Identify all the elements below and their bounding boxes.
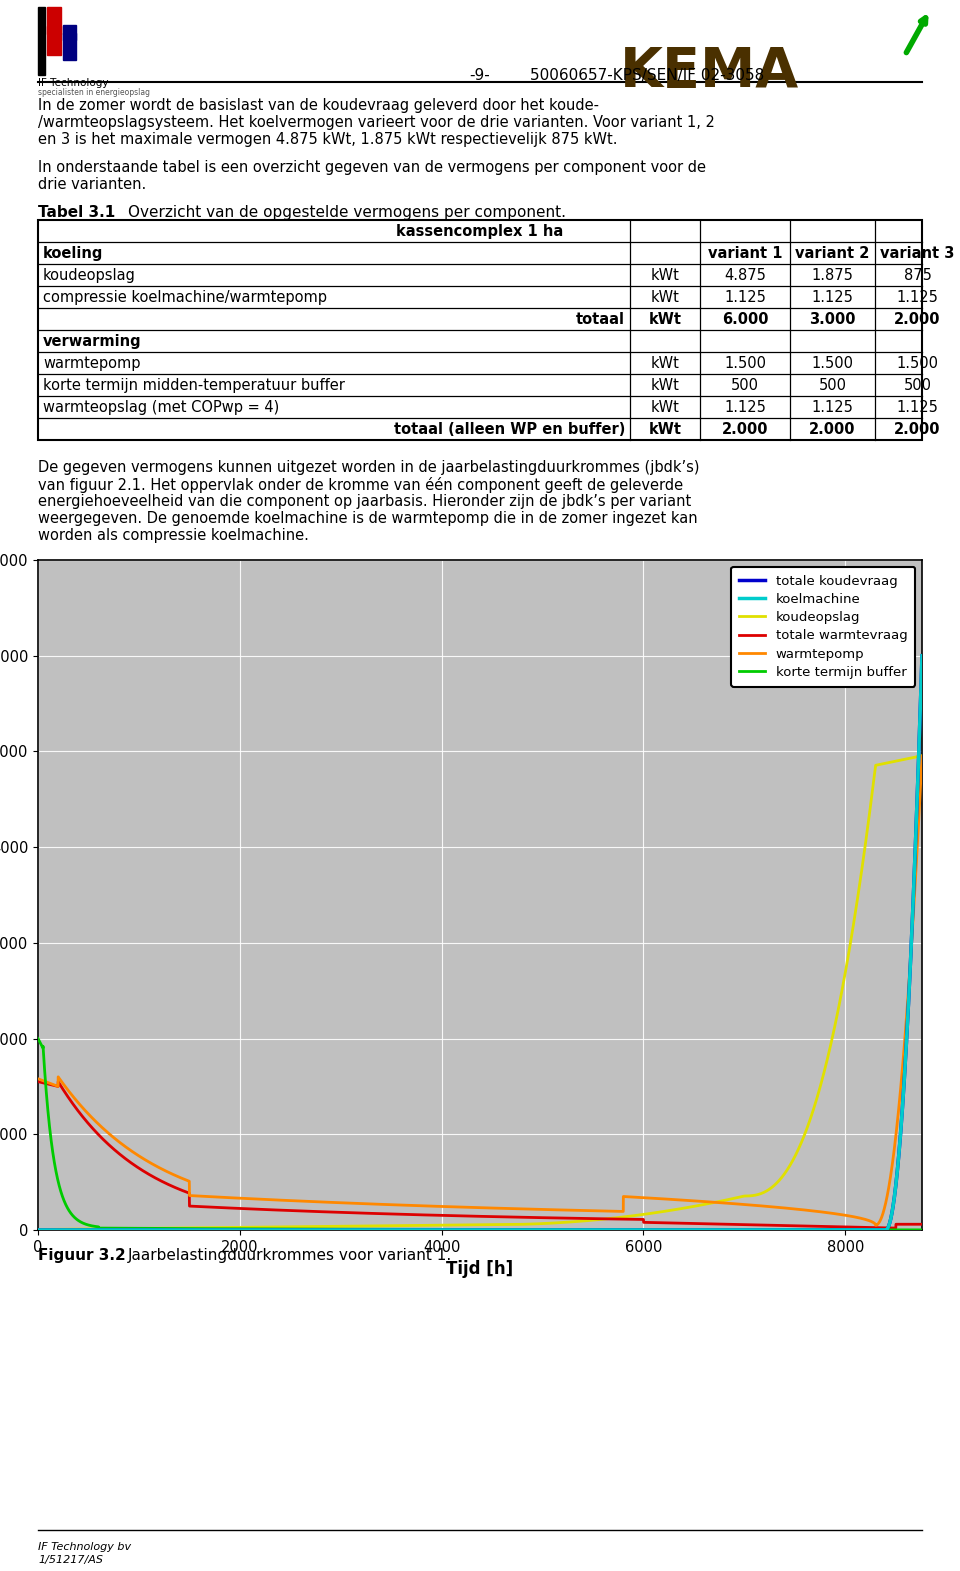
Text: In onderstaande tabel is een overzicht gegeven van de vermogens per component vo: In onderstaande tabel is een overzicht g… — [38, 160, 706, 174]
Text: 1.125: 1.125 — [897, 289, 939, 305]
Text: kWt: kWt — [651, 377, 680, 393]
Text: variant 1: variant 1 — [708, 245, 782, 261]
Text: weergegeven. De genoemde koelmachine is de warmtepomp die in de zomer ingezet ka: weergegeven. De genoemde koelmachine is … — [38, 511, 698, 526]
Text: IF Technology: IF Technology — [38, 79, 108, 88]
Text: 1.500: 1.500 — [897, 355, 939, 371]
Text: 1.125: 1.125 — [811, 289, 853, 305]
Text: kWt: kWt — [649, 421, 682, 437]
Text: warmteopslag (met COPwp = 4): warmteopslag (met COPwp = 4) — [43, 399, 279, 415]
Text: 1.500: 1.500 — [811, 355, 853, 371]
Text: Overzicht van de opgestelde vermogens per component.: Overzicht van de opgestelde vermogens pe… — [128, 204, 566, 220]
Text: 500: 500 — [903, 377, 931, 393]
Text: warmtepomp: warmtepomp — [43, 355, 140, 371]
Text: KEMA: KEMA — [620, 46, 800, 99]
Text: De gegeven vermogens kunnen uitgezet worden in de jaarbelastingduurkrommes (jbdk: De gegeven vermogens kunnen uitgezet wor… — [38, 460, 700, 474]
Text: In de zomer wordt de basislast van de koudevraag geleverd door het koude-: In de zomer wordt de basislast van de ko… — [38, 97, 599, 113]
Text: kWt: kWt — [649, 311, 682, 327]
Text: kWt: kWt — [651, 355, 680, 371]
Text: kWt: kWt — [651, 399, 680, 415]
Text: IF Technology bv: IF Technology bv — [38, 1543, 132, 1552]
X-axis label: Tijd [h]: Tijd [h] — [446, 1260, 514, 1279]
Text: koudeopslag: koudeopslag — [43, 267, 136, 283]
Text: en 3 is het maximale vermogen 4.875 kWt, 1.875 kWt respectievelijk 875 kWt.: en 3 is het maximale vermogen 4.875 kWt,… — [38, 132, 617, 148]
Text: Figuur 3.2: Figuur 3.2 — [38, 1247, 126, 1263]
Text: korte termijn midden-temperatuur buffer: korte termijn midden-temperatuur buffer — [43, 377, 345, 393]
Text: drie varianten.: drie varianten. — [38, 178, 146, 192]
Text: specialisten in energieopslag: specialisten in energieopslag — [38, 88, 150, 97]
Text: 1.500: 1.500 — [724, 355, 766, 371]
Text: 1.125: 1.125 — [724, 289, 766, 305]
Text: kassencomplex 1 ha: kassencomplex 1 ha — [396, 223, 564, 239]
Text: 4.875: 4.875 — [724, 267, 766, 283]
Text: 2.000: 2.000 — [895, 311, 941, 327]
Text: kWt: kWt — [651, 267, 680, 283]
Text: variant 3: variant 3 — [880, 245, 954, 261]
Text: 6.000: 6.000 — [722, 311, 768, 327]
Text: Jaarbelastingduurkrommes voor variant 1.: Jaarbelastingduurkrommes voor variant 1. — [128, 1247, 452, 1263]
Text: compressie koelmachine/warmtepomp: compressie koelmachine/warmtepomp — [43, 289, 327, 305]
Bar — [47, 27, 61, 35]
Text: 50060657-KPS/SEN/IF 02-3058: 50060657-KPS/SEN/IF 02-3058 — [530, 68, 764, 83]
Text: 3.000: 3.000 — [809, 311, 855, 327]
Text: verwarming: verwarming — [43, 333, 142, 349]
Legend: totale koudevraag, koelmachine, koudeopslag, totale warmtevraag, warmtepomp, kor: totale koudevraag, koelmachine, koudeops… — [731, 567, 916, 687]
Text: 1.125: 1.125 — [897, 399, 939, 415]
Text: /warmteopslagsysteem. Het koelvermogen varieert voor de drie varianten. Voor var: /warmteopslagsysteem. Het koelvermogen v… — [38, 115, 715, 130]
Text: worden als compressie koelmachine.: worden als compressie koelmachine. — [38, 528, 309, 544]
Text: totaal: totaal — [576, 311, 625, 327]
Text: variant 2: variant 2 — [795, 245, 870, 261]
Text: 500: 500 — [731, 377, 759, 393]
Text: 1.875: 1.875 — [811, 267, 853, 283]
Bar — [63, 25, 76, 60]
Text: koeling: koeling — [43, 245, 104, 261]
Text: 2.000: 2.000 — [809, 421, 855, 437]
Text: 875: 875 — [903, 267, 931, 283]
Bar — [63, 33, 76, 39]
Text: van figuur 2.1. Het oppervlak onder de kromme van één component geeft de gelever: van figuur 2.1. Het oppervlak onder de k… — [38, 478, 684, 493]
Text: kWt: kWt — [651, 289, 680, 305]
Text: energiehoeveelheid van die component op jaarbasis. Hieronder zijn de jbdk’s per : energiehoeveelheid van die component op … — [38, 493, 691, 509]
Text: 1.125: 1.125 — [811, 399, 853, 415]
Text: totaal (alleen WP en buffer): totaal (alleen WP en buffer) — [394, 421, 625, 437]
Text: -9-: -9- — [469, 68, 491, 83]
Text: 2.000: 2.000 — [895, 421, 941, 437]
Bar — [38, 220, 922, 440]
Text: 1.125: 1.125 — [724, 399, 766, 415]
Text: 500: 500 — [819, 377, 847, 393]
Text: 2.000: 2.000 — [722, 421, 768, 437]
Text: 1/51217/AS: 1/51217/AS — [38, 1555, 103, 1565]
Text: Tabel 3.1: Tabel 3.1 — [38, 204, 115, 220]
Bar — [38, 6, 45, 75]
Bar — [47, 6, 61, 55]
